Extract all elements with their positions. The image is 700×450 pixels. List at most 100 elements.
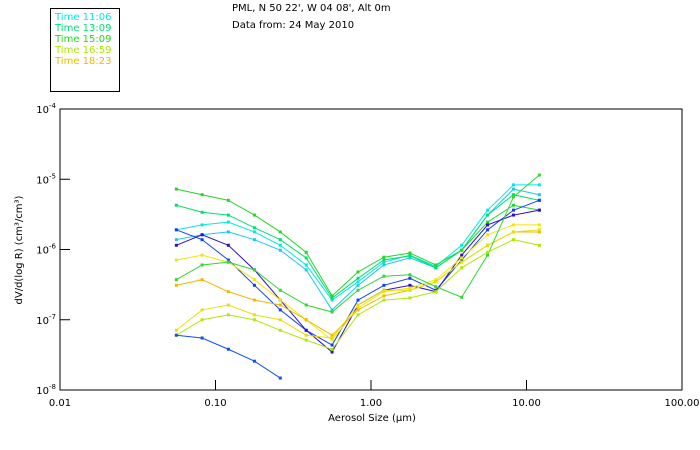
data-point [304, 256, 308, 260]
data-point [512, 187, 516, 191]
data-point [460, 260, 464, 264]
y-tick-base: 10 [36, 105, 49, 116]
y-tick-label: 10-4 [36, 102, 56, 116]
data-point [512, 208, 516, 212]
y-axis-label: dV/d(log R) (cm³/cm³) [14, 195, 25, 304]
data-point [486, 223, 490, 227]
data-point [408, 254, 412, 258]
data-point [434, 280, 438, 284]
data-point [408, 273, 412, 277]
y-tick-label: 10-6 [36, 243, 56, 257]
data-point [460, 253, 464, 257]
legend-entry-3: Time 16:59 [55, 45, 112, 56]
data-point [382, 260, 386, 264]
y-tick-base: 10 [36, 316, 49, 327]
data-point [226, 230, 230, 234]
data-point [382, 263, 386, 267]
plot-frame [59, 108, 683, 391]
y-tick-base: 10 [36, 175, 49, 186]
data-point [330, 308, 334, 312]
data-point [460, 295, 464, 299]
data-point [486, 233, 490, 237]
x-tick-label: 10.00 [512, 398, 541, 409]
data-point [252, 268, 256, 272]
series-line [176, 188, 540, 311]
data-point [537, 243, 541, 247]
series-10 [174, 238, 541, 351]
data-point [330, 336, 334, 340]
data-point [512, 223, 516, 227]
x-tick-label: 0.01 [49, 398, 71, 409]
data-point [174, 283, 178, 287]
data-point [252, 313, 256, 317]
data-point [200, 238, 204, 242]
data-point [408, 276, 412, 280]
data-point [356, 276, 360, 280]
y-tick-base: 10 [36, 386, 49, 397]
data-point [330, 296, 334, 300]
data-point [356, 270, 360, 274]
legend-entry-1: Time 13:09 [55, 23, 112, 34]
data-point [512, 193, 516, 197]
data-point [434, 266, 438, 270]
data-point [486, 213, 490, 217]
data-point [434, 285, 438, 289]
data-point [356, 308, 360, 312]
data-point [226, 213, 230, 217]
y-tick-label: 10-8 [36, 383, 56, 397]
data-point [486, 253, 490, 257]
data-point [356, 303, 360, 307]
y-tick-exponent: -6 [49, 243, 57, 251]
data-point [200, 233, 204, 237]
data-point [356, 283, 360, 287]
data-point [460, 243, 464, 247]
x-tick-label: 0.10 [204, 398, 226, 409]
data-point [304, 250, 308, 254]
y-tick-exponent: -8 [49, 383, 56, 391]
data-point [200, 263, 204, 267]
data-point [252, 226, 256, 230]
x-tick-label: 100.00 [665, 398, 700, 409]
data-point [512, 230, 516, 234]
data-point [330, 343, 334, 347]
data-point [460, 266, 464, 270]
data-point [356, 298, 360, 302]
y-tick-label: 10-5 [36, 172, 56, 186]
data-point [278, 230, 282, 234]
data-point [174, 228, 178, 232]
data-point [226, 290, 230, 294]
data-point [460, 258, 464, 262]
data-point [486, 250, 490, 254]
data-point [252, 318, 256, 322]
data-point [434, 263, 438, 267]
data-point [200, 223, 204, 227]
data-point [174, 238, 178, 242]
data-point [252, 283, 256, 287]
data-point [278, 248, 282, 252]
data-point [226, 260, 230, 264]
data-point [486, 228, 490, 232]
data-point [200, 278, 204, 282]
series-9 [174, 173, 541, 314]
data-point [200, 336, 204, 340]
data-point [226, 347, 230, 351]
data-point [512, 195, 516, 199]
data-point [330, 350, 334, 354]
data-point [304, 333, 308, 337]
date-subtitle: Data from: 24 May 2010 [232, 20, 355, 31]
data-point [278, 238, 282, 242]
data-point [408, 256, 412, 260]
data-point [330, 347, 334, 351]
data-point [200, 210, 204, 214]
data-point [408, 251, 412, 255]
data-point [278, 376, 282, 380]
data-point [200, 308, 204, 312]
series-line [176, 334, 281, 379]
data-point [174, 328, 178, 332]
data-point [252, 238, 256, 242]
data-point [512, 203, 516, 207]
data-point [382, 294, 386, 298]
data-point [356, 313, 360, 317]
data-point [304, 303, 308, 307]
